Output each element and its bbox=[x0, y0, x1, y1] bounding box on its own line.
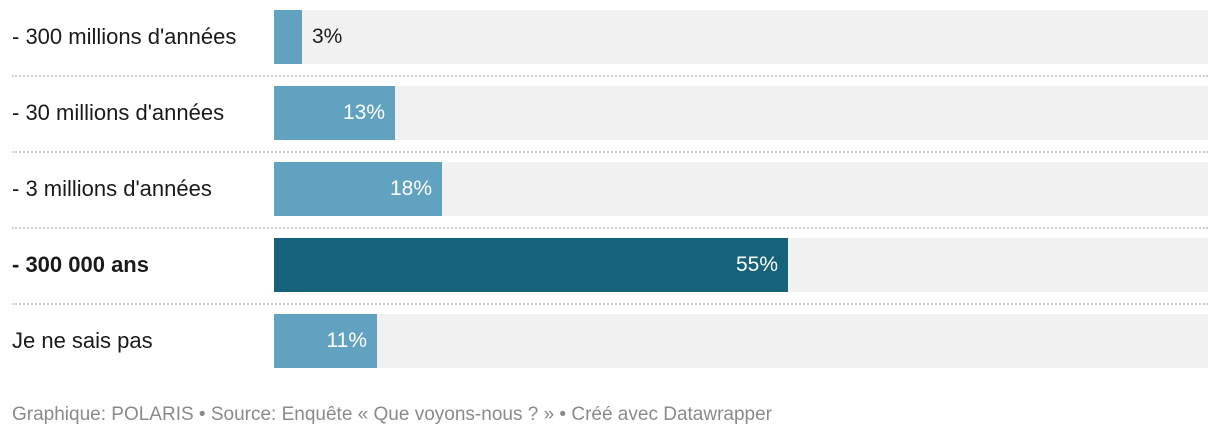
value-label: 11% bbox=[326, 329, 367, 352]
value-label: 13% bbox=[342, 101, 385, 124]
chart-footer: Graphique: POLARIS • Source: Enquête « Q… bbox=[12, 404, 772, 425]
bar-chart: - 300 millions d'années 3% - 30 millions d… bbox=[0, 0, 1220, 380]
bar bbox=[274, 314, 377, 368]
bar-track: 55% bbox=[274, 238, 1208, 292]
value-label: 18% bbox=[389, 177, 432, 200]
chart-row: Je ne sais pas 11% bbox=[0, 304, 1220, 380]
bar bbox=[274, 238, 788, 292]
value-label: 3% bbox=[312, 25, 343, 48]
chart-row: - 300 millions d'années 3% bbox=[0, 0, 1220, 76]
bar-track: 18% bbox=[274, 162, 1208, 216]
bar-track: 11% bbox=[274, 314, 1208, 368]
category-label: - 3 millions d'années bbox=[12, 176, 212, 201]
row-separator bbox=[12, 227, 1208, 229]
bar bbox=[274, 162, 442, 216]
bar-track: 3% bbox=[274, 10, 1208, 64]
value-label: 55% bbox=[735, 253, 778, 276]
bar bbox=[274, 86, 395, 140]
bar bbox=[274, 10, 302, 64]
row-separator bbox=[12, 303, 1208, 305]
row-separator bbox=[12, 151, 1208, 153]
chart-row: - 3 millions d'années 18% bbox=[0, 152, 1220, 228]
category-label: - 300 000 ans bbox=[12, 252, 149, 277]
chart-row: - 300 000 ans 55% bbox=[0, 228, 1220, 304]
row-separator bbox=[12, 75, 1208, 77]
category-label: Je ne sais pas bbox=[12, 328, 153, 353]
category-label: - 300 millions d'années bbox=[12, 24, 237, 49]
bar-track: 13% bbox=[274, 86, 1208, 140]
chart-row: - 30 millions d'années 13% bbox=[0, 76, 1220, 152]
category-label: - 30 millions d'années bbox=[12, 100, 225, 125]
